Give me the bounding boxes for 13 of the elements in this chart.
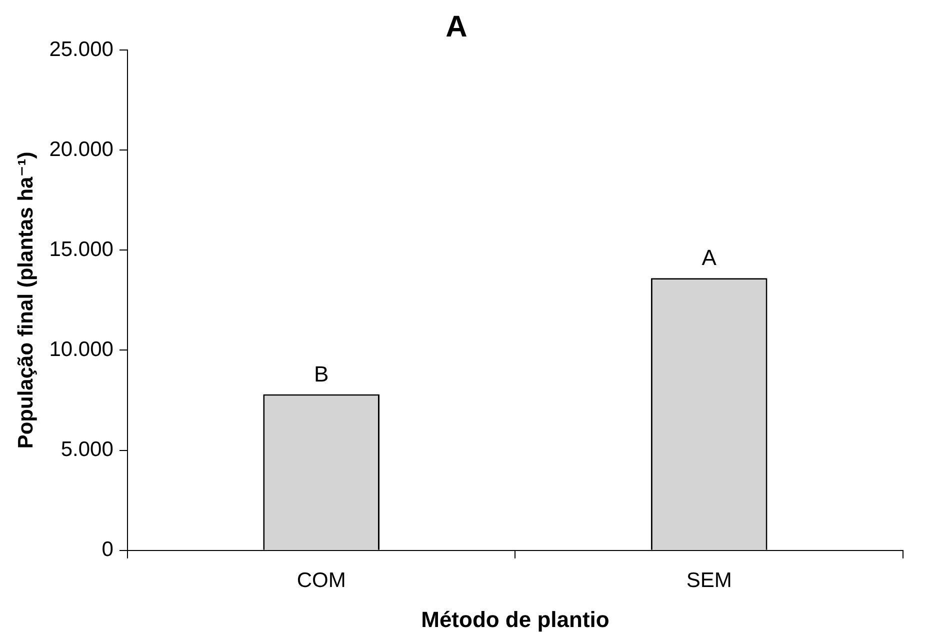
x-tick-label: SEM	[686, 568, 732, 592]
data-label: A	[702, 245, 717, 270]
y-tick-label: 5.000	[60, 438, 114, 462]
x-tick-label: COM	[296, 568, 346, 592]
y-axis-title: População final (plantas ha⁻¹)	[14, 152, 38, 449]
data-label: B	[314, 361, 329, 386]
y-tick-label: 20.000	[49, 138, 114, 161]
x-axis-title: Método de plantio	[421, 606, 610, 632]
y-tick-label: 25.000	[49, 38, 114, 61]
y-tick-label: 15.000	[49, 238, 114, 261]
y-tick-label: 0	[102, 538, 114, 562]
chart-title: A	[446, 10, 468, 44]
y-tick-label: 10.000	[49, 338, 114, 362]
